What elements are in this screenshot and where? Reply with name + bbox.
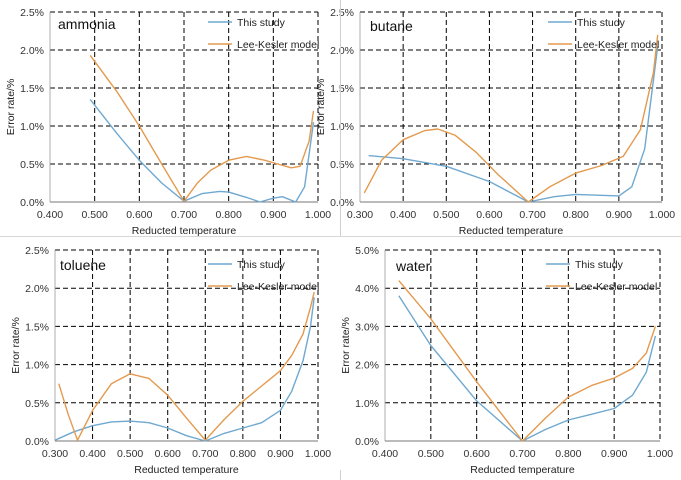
legend-label: This study [237, 259, 286, 271]
chart-panel-butane: 0.0% 0.5% 1.0% 1.5% 2.0% 2.5% 0.300 0.400 0.500 0… [315, 7, 675, 237]
legend-label: Lee-Kesler model [237, 39, 319, 51]
y-tick-label: 1.0% [25, 360, 49, 372]
y-tick-label: 2.0% [25, 283, 49, 295]
series-line-this-study [368, 46, 659, 203]
x-tick-label: 0.400 [37, 209, 63, 221]
x-tick-label: 1.000 [305, 448, 331, 460]
y-tick-label: 2.5% [330, 7, 354, 19]
panel-divider-vertical-bottom [340, 470, 341, 480]
y-tick-label: 0.0% [20, 197, 44, 209]
x-tick-label: 0.800 [216, 209, 242, 221]
x-tick-label: 0.500 [418, 448, 444, 460]
legend: This study Lee-Kesler model [208, 17, 319, 51]
y-tick-label: 0.5% [330, 159, 354, 171]
legend-label: Lee-Kesler model [575, 281, 657, 293]
legend: This study Lee-Kesler model [208, 259, 319, 293]
y-tick-label: 4.0% [355, 283, 379, 295]
substance-label: ammonia [58, 16, 116, 32]
chart-panel-toluene: 0.0% 0.5% 1.0% 1.5% 2.0% 2.5% 0.300 0.400 0.500 0… [10, 245, 331, 476]
y-tick-label: 2.0% [20, 45, 44, 57]
x-tick-label: 0.900 [260, 209, 286, 221]
x-tick-label: 0.800 [230, 448, 256, 460]
x-tick-label: 0.300 [347, 209, 373, 221]
series-line-lee-kesler [363, 34, 659, 203]
series-line-this-study [89, 98, 315, 203]
legend-label: This study [237, 17, 286, 29]
x-tick-label: 0.300 [42, 448, 68, 460]
y-tick-label: 5.0% [355, 245, 379, 257]
x-tick-label: 0.600 [126, 209, 152, 221]
x-tick-label: 1.000 [305, 209, 331, 221]
x-axis-title: Reducted temperature [134, 464, 239, 476]
chart-panel-water: 0.0% 1.0% 2.0% 3.0% 4.0% 5.0% 0.400 0.500 0.600 0… [340, 245, 673, 476]
x-tick-label: 0.400 [390, 209, 416, 221]
x-tick-label: 0.700 [509, 448, 535, 460]
y-tick-label: 1.0% [330, 121, 354, 133]
y-tick-label: 1.5% [25, 321, 49, 333]
x-axis-title: Reducted temperature [459, 225, 564, 237]
legend-label: This study [577, 17, 626, 29]
y-tick-label: 0.0% [330, 197, 354, 209]
x-tick-label: 0.400 [372, 448, 398, 460]
y-tick-label: 2.5% [20, 7, 44, 19]
x-tick-label: 0.500 [117, 448, 143, 460]
y-tick-label: 1.5% [330, 83, 354, 95]
y-axis-title: Error rate/% [10, 317, 22, 374]
y-tick-label: 2.5% [25, 245, 49, 257]
y-axis-title: Error rate/% [340, 317, 352, 374]
chart-panel-ammonia: 0.0% 0.5% 1.0% 1.5% 2.0% 2.5% 0.400 0.500 0.600 0… [5, 7, 331, 237]
x-tick-label: 1.000 [647, 448, 673, 460]
y-tick-label: 0.0% [355, 436, 379, 448]
substance-label: butane [370, 18, 413, 34]
legend: This study Lee-Kesler model [548, 17, 659, 51]
x-tick-label: 0.400 [79, 448, 105, 460]
substance-label: water [395, 258, 431, 274]
legend-label: Lee-Kesler model [237, 281, 319, 293]
y-axis-title: Error rate/% [5, 79, 17, 136]
y-tick-label: 1.0% [355, 398, 379, 410]
x-tick-label: 0.500 [433, 209, 459, 221]
x-tick-label: 0.700 [192, 448, 218, 460]
x-tick-label: 0.900 [601, 448, 627, 460]
panel-divider-vertical [340, 0, 341, 236]
x-axis-title: Reducted temperature [470, 464, 575, 476]
series-line-this-study [398, 295, 657, 442]
x-tick-label: 0.700 [519, 209, 545, 221]
y-tick-label: 1.0% [20, 121, 44, 133]
legend: This study Lee-Kesler model [546, 259, 657, 293]
x-tick-label: 0.900 [267, 448, 293, 460]
series-line-lee-kesler [398, 280, 657, 442]
y-tick-label: 1.5% [20, 83, 44, 95]
x-tick-label: 0.700 [171, 209, 197, 221]
x-tick-label: 0.500 [82, 209, 108, 221]
y-tick-label: 0.5% [20, 159, 44, 171]
series-line-lee-kesler [58, 291, 315, 441]
x-tick-label: 0.600 [476, 209, 502, 221]
legend-label: This study [575, 259, 624, 271]
series-line-this-study [54, 297, 315, 442]
panel-divider-horizontal [0, 236, 681, 237]
substance-label: toluene [60, 257, 106, 273]
y-tick-label: 0.5% [25, 398, 49, 410]
x-axis-title: Reducted temperature [132, 225, 237, 237]
series-line-lee-kesler [89, 54, 315, 202]
x-tick-label: 0.600 [464, 448, 490, 460]
x-tick-label: 0.900 [606, 209, 632, 221]
y-tick-label: 2.0% [330, 45, 354, 57]
y-tick-label: 3.0% [355, 321, 379, 333]
x-tick-label: 0.800 [563, 209, 589, 221]
y-tick-label: 0.0% [25, 436, 49, 448]
y-tick-label: 2.0% [355, 360, 379, 372]
y-axis-title: Error rate/% [315, 79, 327, 136]
x-tick-label: 1.000 [649, 209, 675, 221]
x-tick-label: 0.600 [155, 448, 181, 460]
x-tick-label: 0.800 [555, 448, 581, 460]
legend-label: Lee-Kesler model [577, 39, 659, 51]
